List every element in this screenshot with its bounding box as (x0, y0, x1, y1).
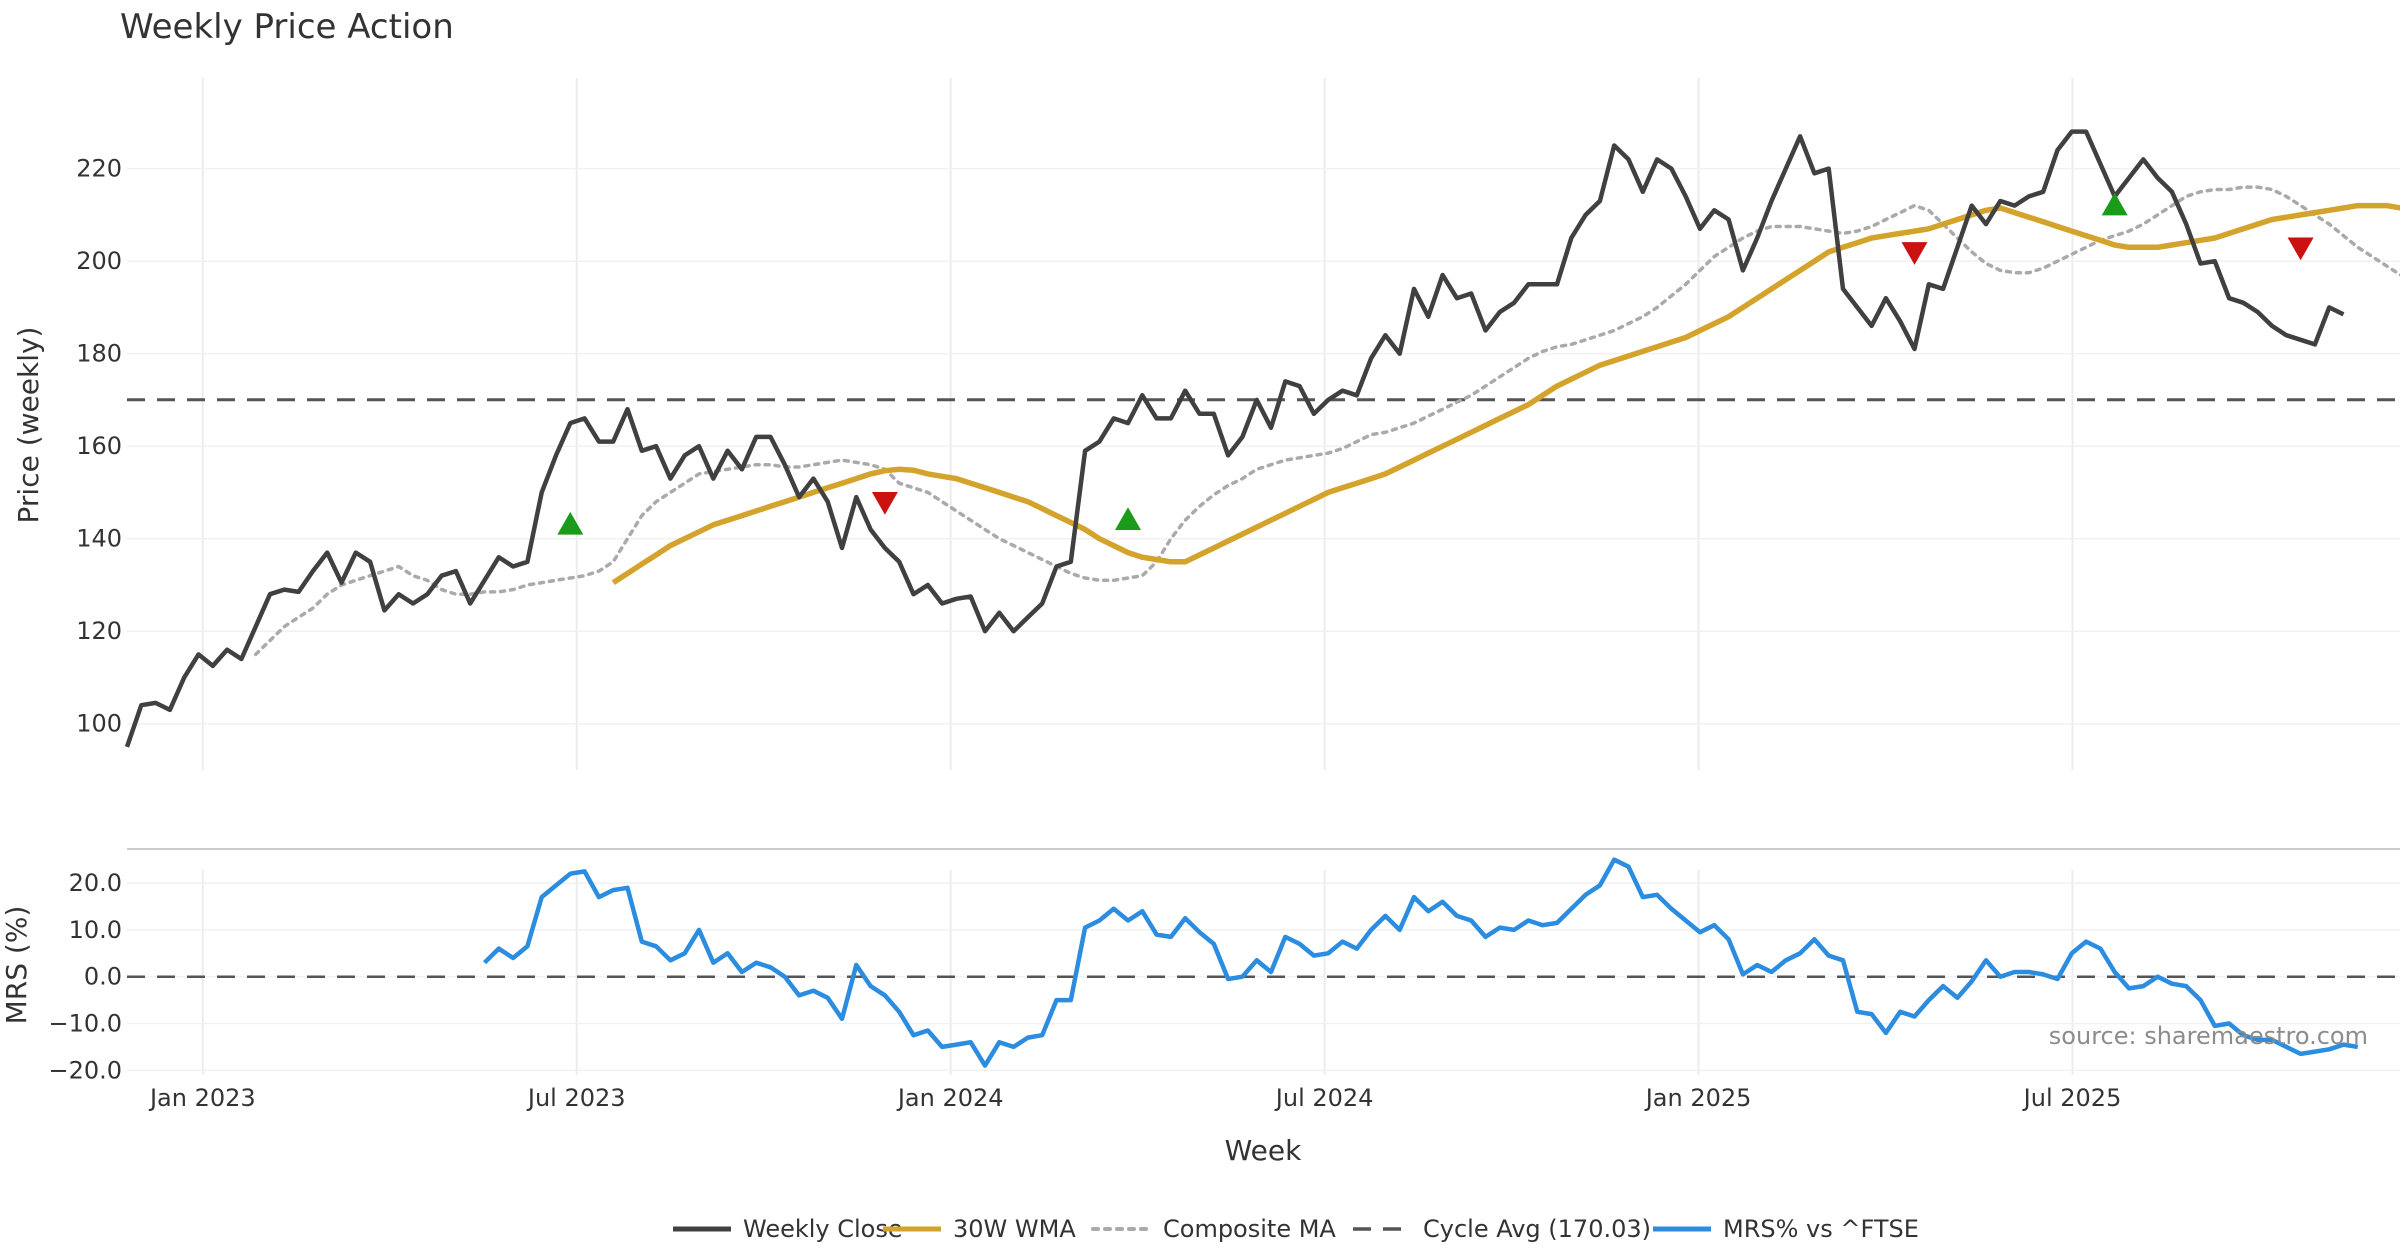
sell-signal-marker (1901, 242, 1928, 265)
legend-label: 30W WMA (953, 1215, 1076, 1243)
sell-signal-marker (2287, 237, 2314, 261)
mrs-line (482, 857, 2359, 1068)
source-note: source: sharemaestro.com (2049, 1022, 2368, 1050)
mrs-series-group (482, 857, 2359, 1068)
legend-label: Cycle Avg (170.03) (1423, 1215, 1651, 1243)
mrs-y-tick-label: 10.0 (69, 916, 122, 944)
weekly-close-line (124, 129, 2345, 748)
x-tick-label: Jan 2025 (1644, 1084, 1752, 1112)
buy-signal-marker (1115, 507, 1141, 530)
mrs-axis-label: MRS (%) (0, 906, 33, 1025)
x-tick-label: Jan 2024 (896, 1084, 1004, 1112)
composite-ma-line (253, 185, 2400, 657)
top-panel-grid (127, 78, 2400, 770)
price-y-tick-label: 180 (76, 340, 122, 368)
price-y-tick-label: 200 (76, 247, 122, 275)
price-y-tick-label: 100 (76, 710, 122, 738)
mrs-y-tick-label: −20.0 (48, 1056, 122, 1084)
x-tick-label: Jul 2024 (1274, 1084, 1374, 1112)
signal-markers (557, 192, 2314, 535)
legend-label: MRS% vs ^FTSE (1723, 1215, 1919, 1243)
sell-signal-marker (871, 491, 898, 515)
legend-label: Composite MA (1163, 1215, 1336, 1243)
mrs-y-tick-label: −10.0 (48, 1010, 122, 1038)
chart-title: Weekly Price Action (120, 7, 454, 47)
x-tick-label: Jan 2023 (148, 1084, 256, 1112)
mrs-y-tick-label: 20.0 (69, 869, 122, 897)
legend-label: Weekly Close (743, 1215, 903, 1243)
price-y-ticks: 100 120 140 160 180 200 220 (76, 155, 122, 738)
buy-signal-marker (557, 511, 584, 535)
buy-signal-marker (2101, 192, 2128, 216)
x-tick-label: Jul 2023 (526, 1084, 626, 1112)
price-y-tick-label: 120 (76, 617, 122, 645)
x-tick-labels: Jan 2023 Jul 2023 Jan 2024 Jul 2024 Jan 2025… (148, 1084, 2121, 1112)
mrs-y-ticks: 20.0 10.0 0.0 −10.0 −20.0 (48, 869, 122, 1084)
x-axis-label: Week (1225, 1134, 1302, 1167)
legend: Weekly Close 30W WMA Composite MA Cycle Avg… (673, 1215, 1919, 1243)
price-y-tick-label: 160 (76, 432, 122, 460)
mrs-y-tick-label: 0.0 (84, 963, 122, 991)
price-y-tick-label: 220 (76, 155, 122, 183)
x-tick-label: Jul 2025 (2022, 1084, 2122, 1112)
price-series-group (124, 129, 2400, 748)
price-axis-label: Price (weekly) (12, 327, 45, 524)
price-y-tick-label: 140 (76, 525, 122, 553)
wma-30w-line (611, 202, 2400, 586)
